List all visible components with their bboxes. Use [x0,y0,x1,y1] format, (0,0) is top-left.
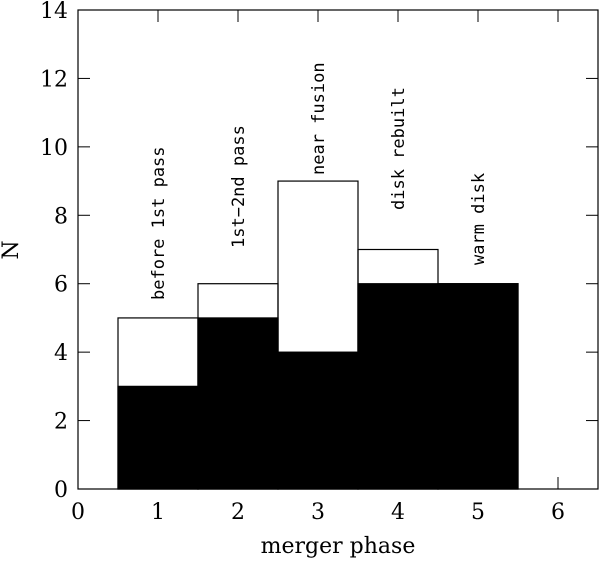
x-tick-label: 2 [231,500,245,525]
x-tick-label: 3 [311,500,325,525]
plot-frame [77,9,599,490]
x-tick-label: 0 [71,500,85,525]
x-tick-label: 1 [151,500,165,525]
bar-filled [357,283,439,490]
y-axis-label: N [0,240,24,259]
bar-filled [437,283,519,490]
x-tick-label: 5 [471,500,485,525]
y-tick-label: 8 [54,204,68,229]
y-tick-label: 0 [54,478,68,503]
annotation: 1st−2nd pass [229,125,249,248]
x-axis-label: merger phase [261,534,416,559]
y-tick-label: 14 [40,0,68,24]
x-tick-label: 4 [391,500,405,525]
y-tick-label: 12 [40,67,68,92]
y-tick-label: 2 [54,410,68,435]
bar-filled [197,317,279,490]
y-tick-label: 6 [54,273,68,298]
x-tick-label: 6 [551,500,565,525]
y-tick-label: 10 [40,136,68,161]
annotation: near fusion [309,62,329,175]
bar-filled [277,351,359,490]
bar-filled [117,385,199,490]
annotation: before 1st pass [149,146,169,300]
annotation: disk rebuilt [389,87,409,210]
annotation: warm disk [469,173,489,265]
y-tick-label: 4 [54,341,68,366]
